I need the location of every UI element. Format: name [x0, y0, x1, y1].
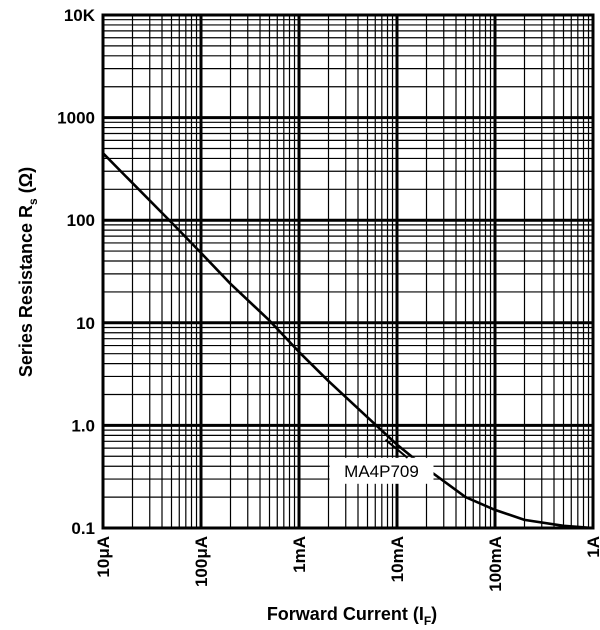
x-tick-label: 10μA — [94, 536, 113, 578]
y-tick-labels: 0.1 1.0 10 100 1000 10K — [57, 6, 96, 538]
annotation-box — [329, 457, 434, 484]
x-tick-label: 10mA — [388, 536, 407, 582]
y-tick-label: 100 — [67, 211, 95, 230]
grid — [101, 15, 593, 530]
x-tick-label: 1mA — [290, 536, 309, 573]
plot-frame — [101, 13, 595, 530]
annotation-leader — [384, 439, 409, 459]
y-tick-label: 10K — [64, 6, 96, 25]
y-tick-label: 1.0 — [71, 416, 95, 435]
x-tick-labels: 10μA 100μA 1mA 10mA 100mA 1A — [94, 536, 600, 592]
y-axis-title: Series Resistance Rs (Ω) — [16, 167, 40, 377]
x-tick-label: 100mA — [486, 536, 505, 592]
plot-background — [103, 15, 593, 528]
x-tick-label: 1A — [584, 536, 600, 558]
series-line-ma4p709 — [102, 152, 594, 530]
annotation-layer: MA4P709 — [329, 439, 434, 484]
series-annotation-label: MA4P709 — [344, 462, 419, 481]
y-tick-label: 0.1 — [71, 519, 95, 538]
x-tick-label: 100μA — [192, 536, 211, 587]
series-layer — [102, 152, 594, 530]
y-tick-label: 10 — [76, 314, 95, 333]
x-axis-title: Forward Current (IF) — [267, 604, 437, 628]
y-tick-label: 1000 — [57, 109, 95, 128]
